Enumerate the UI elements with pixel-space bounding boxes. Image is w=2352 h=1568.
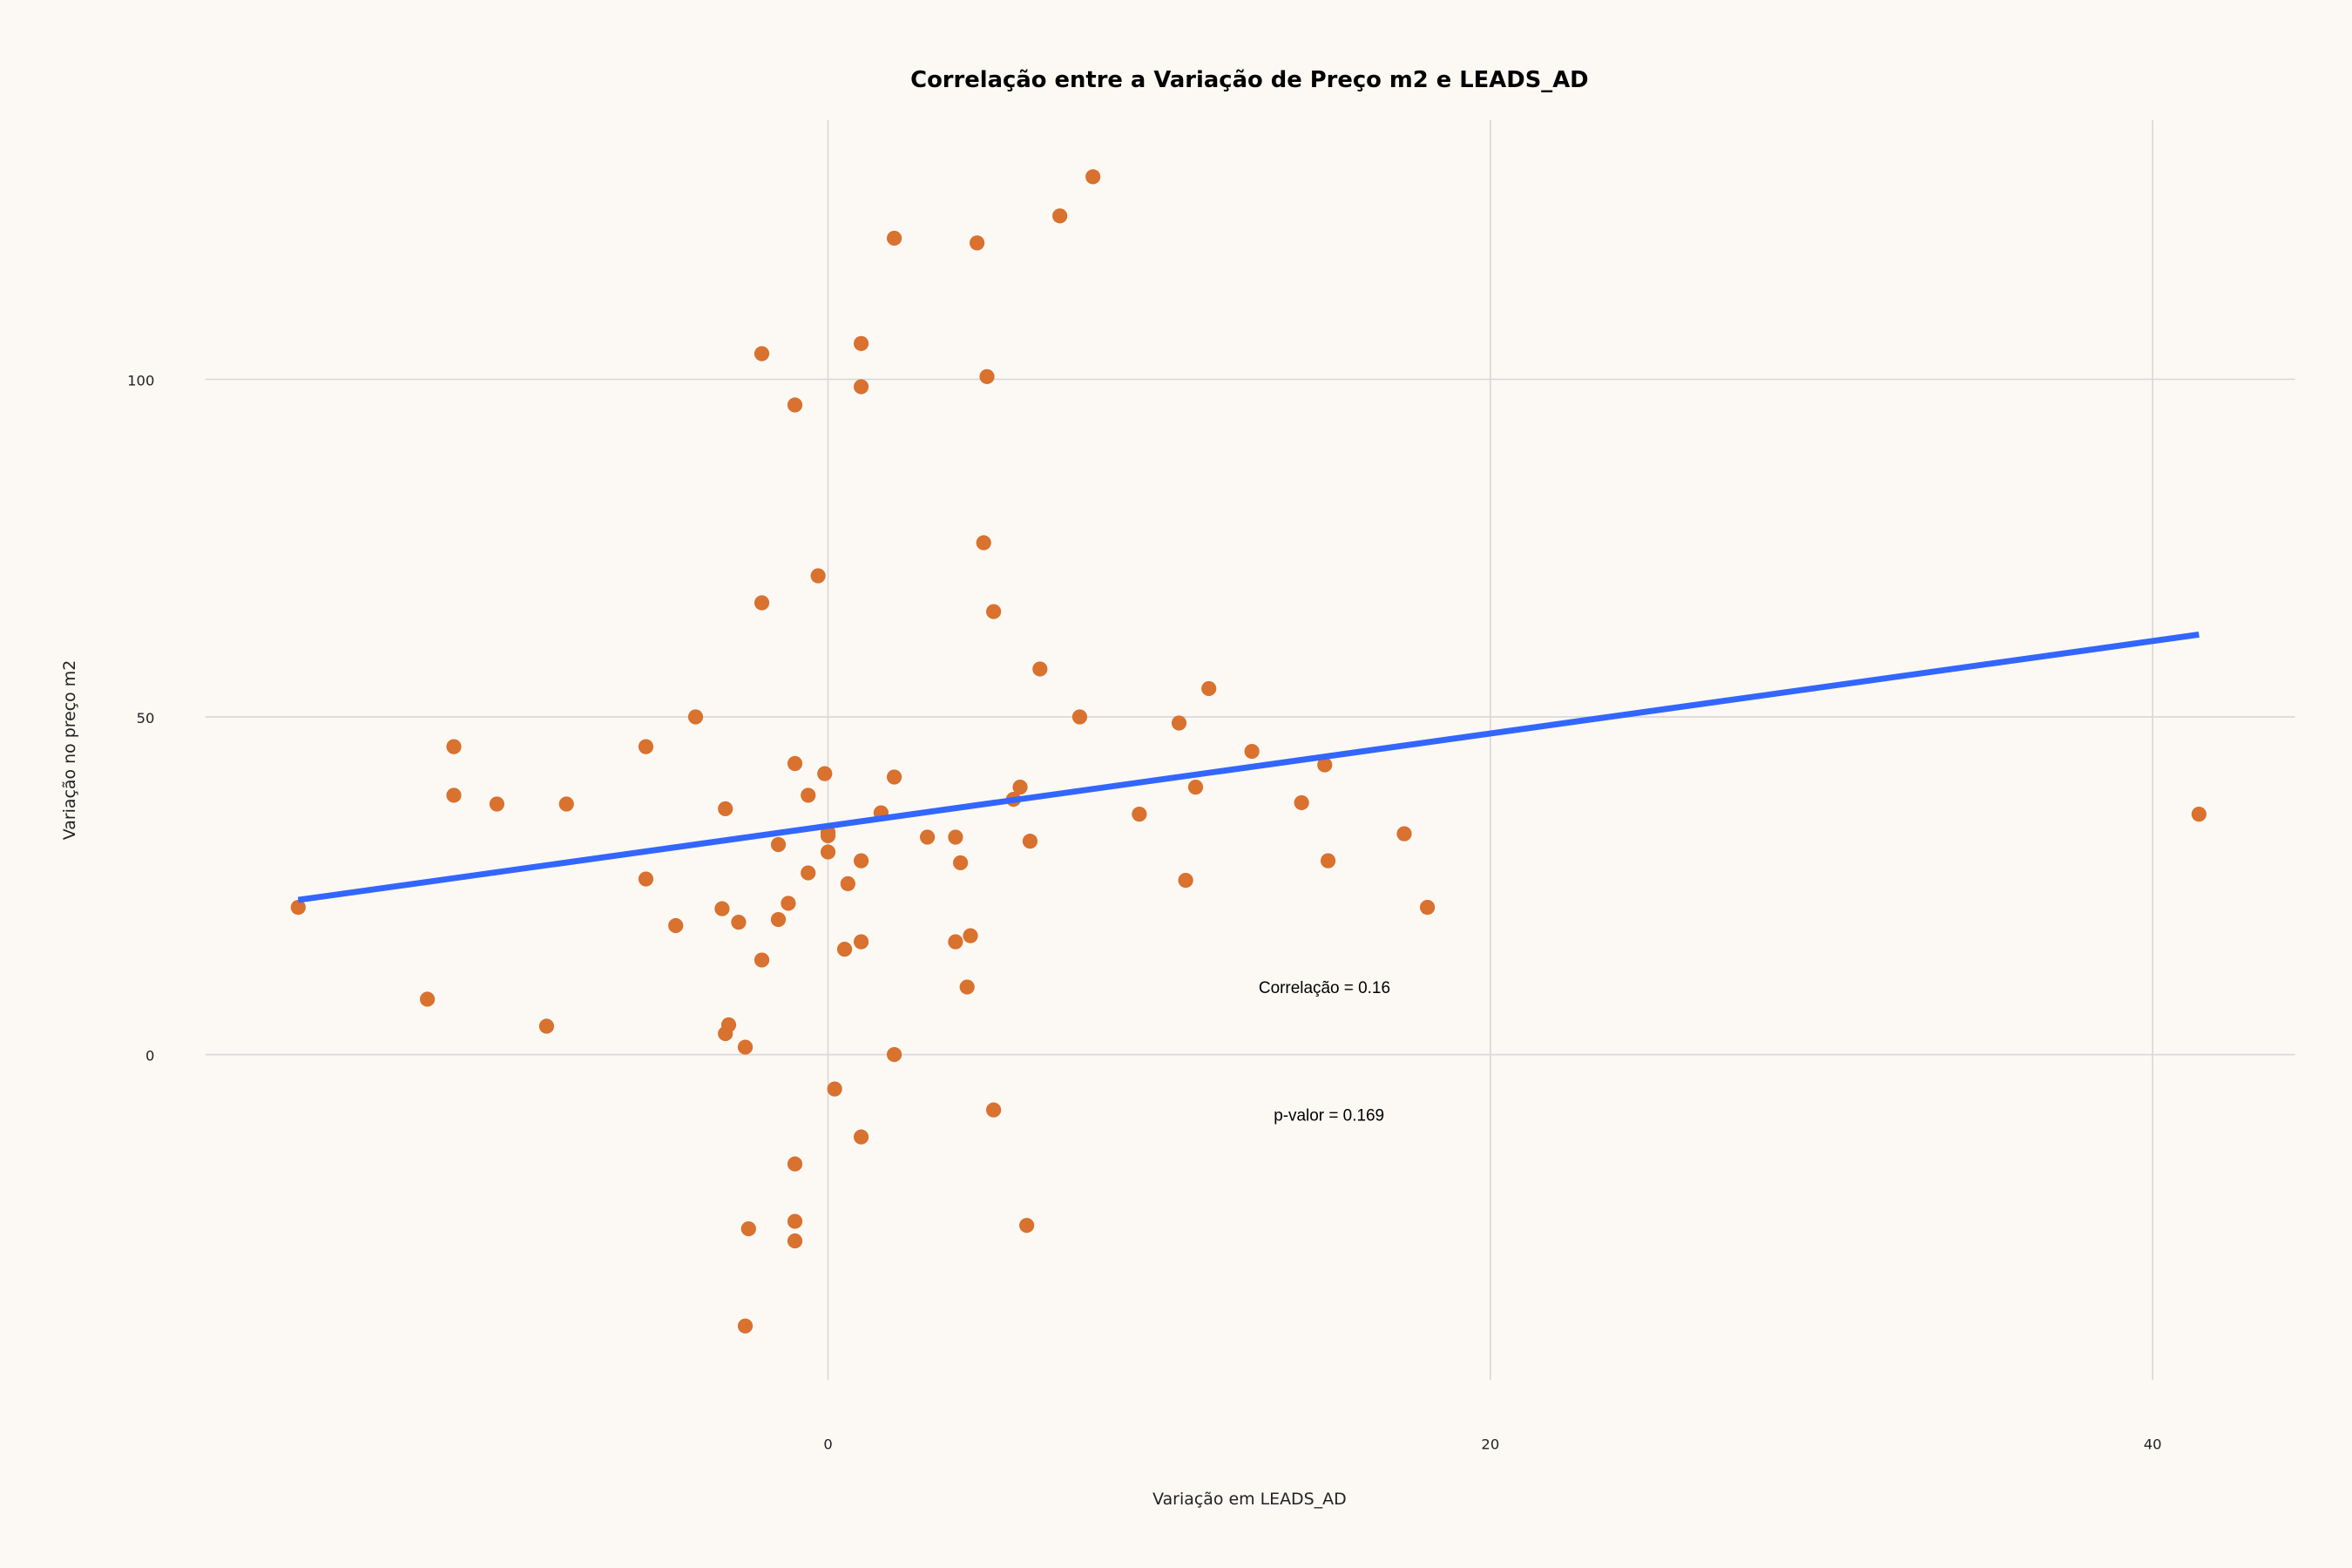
data-point xyxy=(853,934,869,950)
data-point xyxy=(787,1233,803,1249)
data-point xyxy=(1085,169,1101,185)
data-point xyxy=(963,928,978,943)
data-point xyxy=(770,911,787,928)
data-point xyxy=(787,755,803,772)
data-point xyxy=(754,595,770,611)
data-point xyxy=(638,871,654,887)
data-point xyxy=(558,796,574,812)
data-point xyxy=(886,1046,902,1063)
p-value-annotation: p-valor = 0.169 xyxy=(1274,1106,1384,1125)
data-point xyxy=(919,829,936,845)
data-point xyxy=(810,568,826,584)
data-point xyxy=(737,1318,754,1334)
data-point xyxy=(687,709,704,725)
data-point xyxy=(853,335,869,351)
data-point xyxy=(801,787,816,803)
x-tick-label: 40 xyxy=(2144,1436,2162,1452)
data-point xyxy=(820,844,836,860)
y-tick-label: 50 xyxy=(137,710,155,727)
data-point xyxy=(827,1081,842,1097)
data-point xyxy=(290,899,306,916)
points xyxy=(290,169,2207,1334)
data-point xyxy=(1178,872,1193,889)
y-tick-label: 0 xyxy=(145,1047,154,1064)
data-point xyxy=(959,979,975,995)
data-point xyxy=(1187,780,1204,795)
data-point xyxy=(1244,743,1260,760)
data-point xyxy=(638,739,654,754)
data-point xyxy=(886,230,902,247)
data-point xyxy=(1201,680,1217,697)
x-tick-label: 0 xyxy=(823,1436,832,1452)
x-tick-label: 20 xyxy=(1481,1436,1499,1452)
correlation-annotation: Correlação = 0.16 xyxy=(1259,979,1390,997)
data-point xyxy=(740,1220,756,1237)
data-point xyxy=(886,769,902,785)
y-tick-label: 100 xyxy=(127,372,154,389)
data-point xyxy=(714,901,730,916)
data-point xyxy=(1019,1218,1035,1233)
x-axis-label: Variação em LEADS_AD xyxy=(1152,1490,1347,1509)
data-point xyxy=(787,397,803,413)
data-point xyxy=(1052,208,1068,224)
data-point xyxy=(754,952,770,968)
fit-line-group xyxy=(297,632,2200,903)
data-point xyxy=(737,1039,754,1055)
data-point xyxy=(668,917,684,934)
data-point xyxy=(718,801,733,817)
data-point xyxy=(976,535,991,551)
data-point xyxy=(836,942,853,957)
data-point xyxy=(853,1129,869,1145)
data-point xyxy=(754,346,770,362)
data-point xyxy=(538,1018,555,1034)
data-point xyxy=(970,235,985,251)
data-point xyxy=(770,836,787,853)
data-point xyxy=(801,865,816,881)
chart-title: Correlação entre a Variação de Preço m2 … xyxy=(910,67,1588,93)
data-point xyxy=(787,1156,803,1172)
data-point xyxy=(1320,853,1336,868)
data-point xyxy=(979,368,995,384)
data-point xyxy=(446,739,462,754)
data-point xyxy=(419,991,436,1007)
data-point xyxy=(948,934,963,950)
data-point xyxy=(1317,757,1333,773)
data-point xyxy=(1419,899,1436,916)
data-point xyxy=(953,855,969,871)
data-point xyxy=(817,766,833,781)
grid xyxy=(205,119,2295,1381)
data-point xyxy=(986,604,1002,619)
data-point xyxy=(1071,709,1088,725)
data-point xyxy=(1022,834,1038,849)
data-point xyxy=(840,875,855,892)
data-point xyxy=(1132,807,1147,822)
data-point xyxy=(718,1025,733,1042)
data-point xyxy=(853,853,869,868)
data-point xyxy=(1396,826,1412,841)
data-point xyxy=(986,1102,1002,1118)
data-point xyxy=(1171,715,1187,731)
data-point xyxy=(731,915,747,930)
regression-line xyxy=(297,632,2200,903)
data-point xyxy=(948,829,963,845)
data-point xyxy=(781,896,796,911)
data-point xyxy=(853,379,869,395)
data-point xyxy=(489,796,505,812)
data-point xyxy=(1032,661,1048,677)
data-point xyxy=(1012,780,1028,795)
data-point xyxy=(787,1213,803,1229)
data-point xyxy=(2191,807,2207,822)
data-point xyxy=(446,787,462,803)
y-axis-label: Variação no preço m2 xyxy=(60,660,79,841)
data-point xyxy=(1294,794,1309,811)
